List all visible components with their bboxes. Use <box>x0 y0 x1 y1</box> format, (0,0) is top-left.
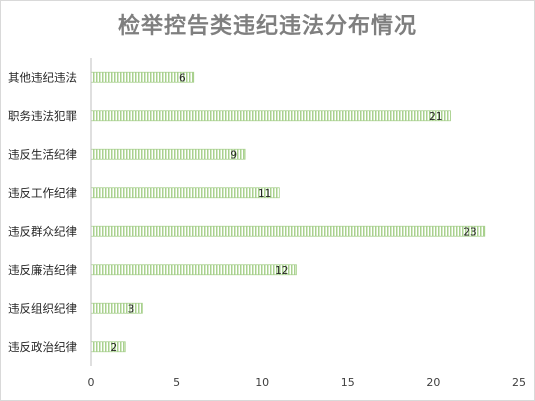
data-label: 12 <box>275 265 288 277</box>
data-label: 11 <box>258 188 271 200</box>
category-label: 违反生活纪律 <box>8 147 77 161</box>
category-label: 违反组织纪律 <box>8 301 77 315</box>
x-tick-label: 20 <box>426 376 440 389</box>
data-label: 2 <box>111 342 118 354</box>
x-tick-label: 25 <box>512 376 526 389</box>
category-label: 职务违法犯罪 <box>8 109 77 123</box>
bar <box>90 187 280 199</box>
data-label: 23 <box>463 226 476 238</box>
category-label: 违反廉洁纪律 <box>8 263 77 277</box>
data-label: 9 <box>230 149 237 161</box>
x-tick-label: 0 <box>88 376 95 389</box>
category-label: 违反政治纪律 <box>8 340 77 354</box>
data-label: 6 <box>179 72 186 84</box>
bars-layer <box>90 71 486 353</box>
bar <box>90 341 126 353</box>
data-label: 21 <box>429 111 442 123</box>
x-tick-label: 15 <box>341 376 355 389</box>
x-tick-label: 5 <box>173 376 180 389</box>
bar <box>90 148 246 160</box>
chart-title: 检举控告类违纪违法分布情况 <box>117 13 417 39</box>
bar <box>90 302 143 314</box>
bar <box>90 264 297 276</box>
data-label: 3 <box>128 303 135 315</box>
category-label: 其他违纪违法 <box>8 70 77 84</box>
bar <box>90 110 451 122</box>
x-tick-label: 10 <box>255 376 269 389</box>
bar <box>90 225 486 237</box>
category-label: 违反群众纪律 <box>8 224 77 238</box>
category-label: 违反工作纪律 <box>8 186 77 200</box>
